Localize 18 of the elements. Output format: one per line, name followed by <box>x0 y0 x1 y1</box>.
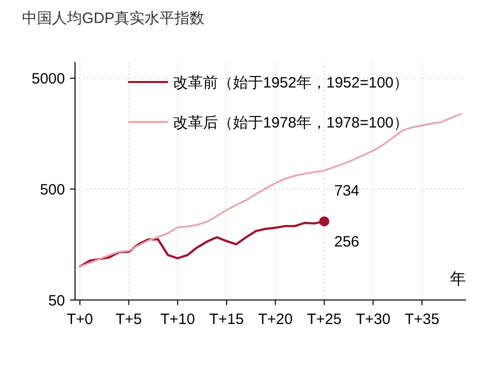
x-tick-label: T+30 <box>356 311 390 328</box>
x-tick-label: T+10 <box>160 311 195 328</box>
x-tick-label: T+20 <box>258 311 293 328</box>
legend-label: 改革后（始于1978年，1978=100） <box>173 114 409 132</box>
y-tick-label: 5000 <box>32 70 65 88</box>
legend-label: 改革前（始于1952年，1952=100） <box>173 74 409 92</box>
y-tick-label: 500 <box>40 181 65 198</box>
x-axis-title: 年 <box>450 271 466 288</box>
annotation: 256 <box>334 233 360 250</box>
x-tick-label: T+35 <box>404 311 440 328</box>
line-series <box>78 113 462 268</box>
chart-title: 中国人均GDP真实水平指数 <box>22 10 205 27</box>
x-tick-label: T+0 <box>66 311 94 328</box>
x-tick-label: T+15 <box>209 311 244 328</box>
x-tick-label: T+25 <box>306 311 342 328</box>
annotation: 734 <box>334 182 360 200</box>
y-tick-label: 50 <box>48 292 65 310</box>
x-tick-label: T+5 <box>116 311 142 328</box>
